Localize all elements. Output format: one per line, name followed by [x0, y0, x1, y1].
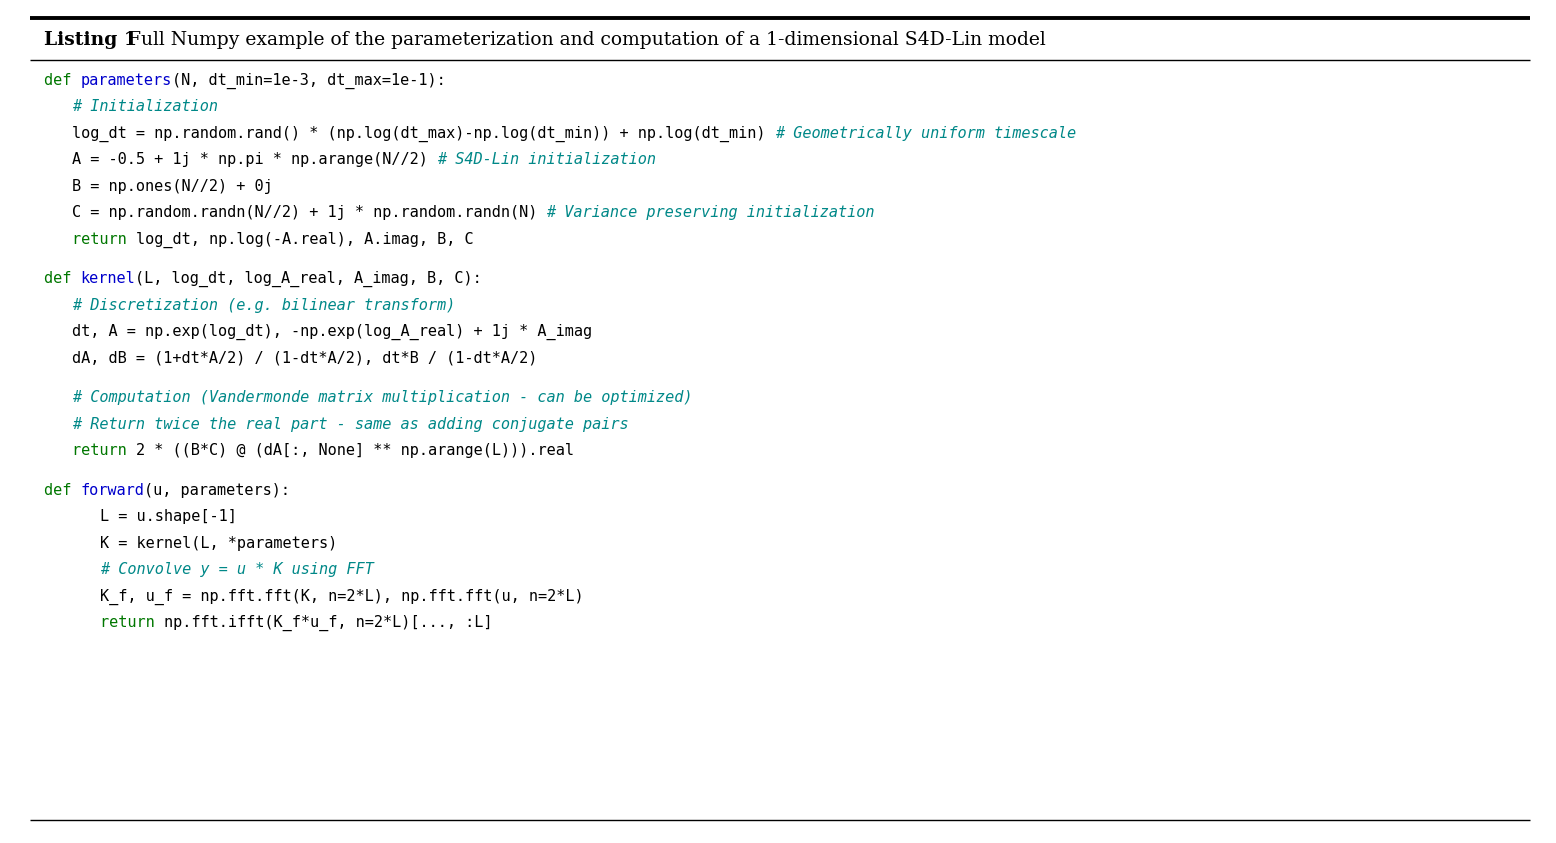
- Text: # Return twice the real part - same as adding conjugate pairs: # Return twice the real part - same as a…: [72, 416, 629, 432]
- Text: # Variance preserving initialization: # Variance preserving initialization: [546, 205, 874, 220]
- Text: Listing 1: Listing 1: [44, 31, 137, 49]
- Text: dt, A = np.exp(log_dt), -np.exp(log_A_real) + 1j * A_imag: dt, A = np.exp(log_dt), -np.exp(log_A_re…: [72, 324, 593, 341]
- Text: (L, log_dt, log_A_real, A_imag, B, C):: (L, log_dt, log_A_real, A_imag, B, C):: [135, 271, 482, 287]
- Text: 2 * ((B*C) @ (dA[:, None] ** np.arange(L))).real: 2 * ((B*C) @ (dA[:, None] ** np.arange(L…: [135, 443, 574, 458]
- Text: A = -0.5 + 1j * np.pi * np.arange(N//2): A = -0.5 + 1j * np.pi * np.arange(N//2): [72, 152, 437, 167]
- Text: # Geometrically uniform timescale: # Geometrically uniform timescale: [775, 126, 1075, 141]
- Text: # Discretization (e.g. bilinear transform): # Discretization (e.g. bilinear transfor…: [72, 298, 456, 313]
- Text: log_dt, np.log(-A.real), A.imag, B, C: log_dt, np.log(-A.real), A.imag, B, C: [135, 232, 473, 248]
- Text: L = u.shape[-1]: L = u.shape[-1]: [100, 509, 237, 524]
- Text: forward: forward: [81, 482, 145, 497]
- Text: def: def: [44, 482, 81, 497]
- Text: # S4D-Lin initialization: # S4D-Lin initialization: [437, 152, 657, 167]
- Text: (u, parameters):: (u, parameters):: [145, 482, 291, 497]
- Text: # Convolve y = u * K using FFT: # Convolve y = u * K using FFT: [100, 562, 373, 577]
- Text: dA, dB = (1+dt*A/2) / (1-dt*A/2), dt*B / (1-dt*A/2): dA, dB = (1+dt*A/2) / (1-dt*A/2), dt*B /…: [72, 351, 537, 366]
- Text: kernel: kernel: [81, 271, 135, 286]
- Text: C = np.random.randn(N//2) + 1j * np.random.randn(N): C = np.random.randn(N//2) + 1j * np.rand…: [72, 205, 546, 220]
- Text: return: return: [100, 615, 163, 630]
- Text: B = np.ones(N//2) + 0j: B = np.ones(N//2) + 0j: [72, 179, 272, 194]
- Text: # Computation (Vandermonde matrix multiplication - can be optimized): # Computation (Vandermonde matrix multip…: [72, 390, 692, 405]
- Text: def: def: [44, 72, 81, 88]
- Text: K_f, u_f = np.fft.fft(K, n=2*L), np.fft.fft(u, n=2*L): K_f, u_f = np.fft.fft(K, n=2*L), np.fft.…: [100, 588, 584, 604]
- Text: # Initialization: # Initialization: [72, 99, 218, 114]
- Text: (N, dt_min=1e-3, dt_max=1e-1):: (N, dt_min=1e-3, dt_max=1e-1):: [171, 72, 445, 89]
- Text: np.fft.ifft(K_f*u_f, n=2*L)[..., :L]: np.fft.ifft(K_f*u_f, n=2*L)[..., :L]: [163, 615, 492, 631]
- Text: K = kernel(L, *parameters): K = kernel(L, *parameters): [100, 535, 338, 550]
- Text: return: return: [72, 232, 135, 246]
- Text: return: return: [72, 443, 135, 458]
- Text: parameters: parameters: [81, 72, 171, 88]
- Text: log_dt = np.random.rand() * (np.log(dt_max)-np.log(dt_min)) + np.log(dt_min): log_dt = np.random.rand() * (np.log(dt_m…: [72, 126, 775, 142]
- Text: Full Numpy example of the parameterization and computation of a 1-dimensional S4: Full Numpy example of the parameterizati…: [121, 31, 1046, 49]
- Text: def: def: [44, 271, 81, 286]
